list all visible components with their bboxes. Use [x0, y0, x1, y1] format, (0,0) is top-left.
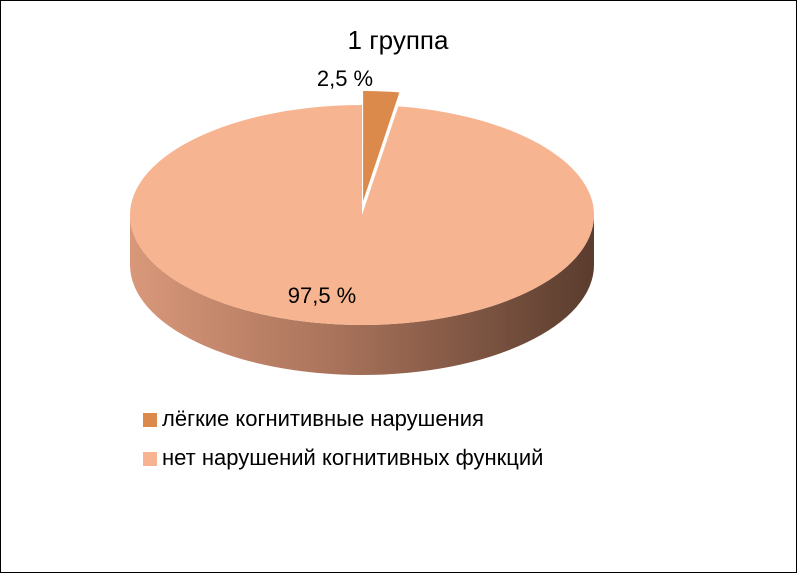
chart-title: 1 группа — [348, 25, 449, 55]
pie-slice — [363, 91, 400, 202]
pie-slice — [129, 105, 594, 325]
legend-label: лёгкие когнитивные нарушения — [162, 406, 484, 431]
data-label: 2,5 % — [317, 66, 373, 91]
data-label: 97,5 % — [288, 283, 357, 308]
legend-swatch — [143, 452, 157, 466]
pie-side — [130, 215, 594, 375]
legend-label: нет нарушений когнитивных функций — [162, 445, 543, 470]
legend-swatch — [143, 413, 157, 427]
